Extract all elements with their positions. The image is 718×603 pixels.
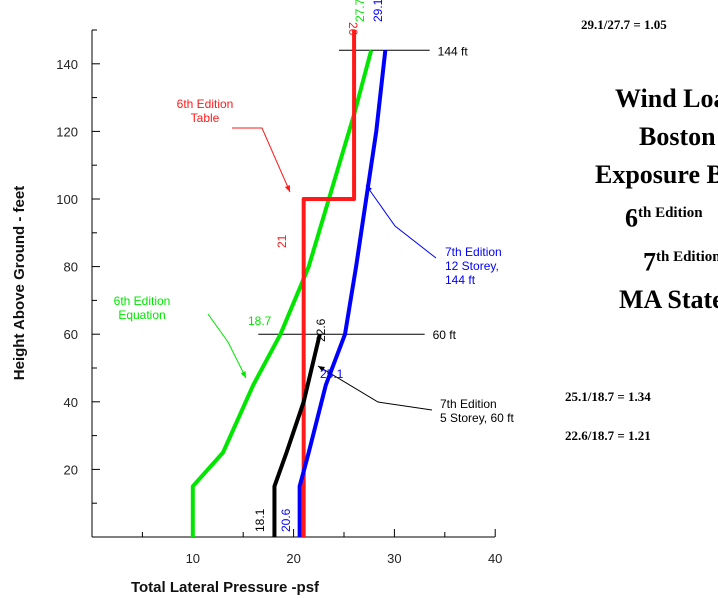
leader-line [317,365,433,411]
x-axis-title: Total Lateral Pressure -psf [131,579,320,596]
value-label: 27.7 [353,0,367,22]
ratio-top: 29.1/27.7 = 1.05 [581,17,667,32]
value-label: 22.6 [314,318,328,342]
x-tick-label: 10 [186,551,200,566]
value-label: 20.6 [279,508,293,532]
series-6th-edition-equation [190,49,374,537]
y-tick-label: 80 [64,260,78,275]
arrowhead [284,185,290,192]
annotation-label: 6th Edition Equation [114,294,171,322]
value-label: 26 [346,22,360,36]
leader-line [365,184,437,259]
y-tick-label: 20 [64,462,78,477]
title-line: MA State [619,285,718,315]
value-label: 18.1 [253,508,267,532]
annotation-line: Table [191,111,220,125]
series-7th-edition-5-storey [272,333,322,537]
annotation-label: 7th Edition 12 Storey, 144 ft [445,245,502,287]
annotation-line: 144 ft [445,273,476,287]
annotation-line: 12 Storey, [445,259,499,273]
series-layer [190,30,388,537]
title-line: Wind Load [615,84,718,113]
y-tick-label: 60 [64,327,78,342]
y-axis-title: Height Above Ground - feet [11,186,28,380]
ratio-bottom-1: 25.1/18.7 = 1.34 [565,389,651,404]
ratio-bottom-2: 22.6/18.7 = 1.21 [565,428,651,443]
arrowhead [318,366,325,372]
annotation-line: 7th Edition [440,397,497,411]
annotation-line: 6th Edition [114,294,171,308]
value-label: 18.7 [248,314,272,328]
leader-line [232,127,291,193]
series-7th-edition-12-storey [297,50,388,537]
reference-line-label: 144 ft [438,44,469,58]
annotation-label: 7th Edition 5 Storey, 60 ft [440,397,514,425]
ticks: 10 20 30 40 20 40 60 80 100 120 140 [56,29,502,566]
value-label: 21 [275,234,289,248]
wind-pressure-chart: 10 20 30 40 20 40 60 80 100 120 140 144 ft 60 ft 26… [11,0,515,596]
annotation-line: 6th Edition [177,97,234,111]
annotation-line: Equation [118,308,165,322]
reference-line-label: 60 ft [433,328,457,342]
reference-lines: 144 ft 60 ft [258,44,468,342]
x-tick-label: 30 [387,551,401,566]
annotation-leaders [207,127,437,411]
title-line: 6th Edition [625,203,703,233]
axes [91,30,495,538]
value-label: 25.1 [320,367,344,381]
annotation-line: 5 Storey, 60 ft [440,411,514,425]
y-tick-label: 40 [64,395,78,410]
arrowhead [366,185,372,192]
y-tick-label: 120 [56,124,78,139]
leader-line [207,313,247,379]
annotation-label: 6th Edition Table [177,97,234,125]
annotation-line: 7th Edition [445,245,502,259]
title-line: Exposure B [595,160,718,189]
arrowhead [240,371,246,378]
series-6th-edition-table [301,30,357,537]
title-line: Boston [639,122,716,151]
x-tick-label: 40 [488,551,502,566]
chart-title-block: Wind Load Boston Exposure B 6th Edition … [595,80,718,319]
y-tick-label: 100 [56,192,78,207]
title-line: 7th Edition [643,247,718,277]
x-tick-label: 20 [286,551,300,566]
value-label: 29.1 [371,0,385,22]
y-tick-label: 140 [56,57,78,72]
